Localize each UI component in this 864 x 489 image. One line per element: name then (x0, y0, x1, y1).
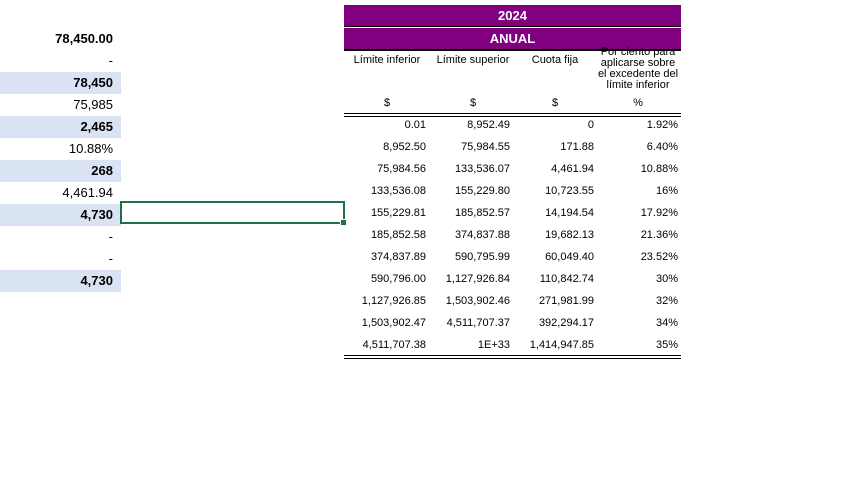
table-row: 1,503,902.47 4,511,707.37 392,294.17 34% (344, 312, 681, 334)
cell-limite-superior[interactable]: 133,536.07 (454, 163, 510, 175)
cell-limite-superior[interactable]: 1,127,926.84 (445, 273, 510, 285)
table-bottom-rule (344, 355, 681, 356)
left-cell[interactable]: 75,985 (73, 97, 113, 112)
left-cell[interactable]: 268 (0, 160, 121, 182)
cell-porcentaje[interactable]: 23.52% (640, 251, 678, 263)
selected-cell[interactable] (120, 201, 347, 226)
cell-porcentaje[interactable]: 32% (655, 295, 678, 307)
cell-porcentaje[interactable]: 35% (655, 339, 678, 351)
table-row: 590,796.00 1,127,926.84 110,842.74 30% (344, 268, 681, 290)
table-row: 1,127,926.85 1,503,902.46 271,981.99 32% (344, 290, 681, 312)
cell-cuota-fija[interactable]: 0 (587, 119, 594, 131)
left-cell[interactable]: - (108, 53, 113, 68)
cell-porcentaje[interactable]: 30% (655, 273, 678, 285)
header-limite-inferior: Límite inferior $ (353, 54, 421, 109)
table-row: 8,952.50 75,984.55 171.88 6.40% (344, 136, 681, 158)
cell-limite-inferior[interactable]: 1,503,902.47 (361, 317, 426, 329)
cell-porcentaje[interactable]: 34% (655, 317, 678, 329)
left-cell[interactable]: 78,450 (0, 72, 121, 94)
table-row: 4,511,707.38 1E+33 1,414,947.85 35% (344, 334, 681, 356)
cell-porcentaje[interactable]: 1.92% (646, 119, 678, 131)
cell-limite-inferior[interactable]: 4,511,707.38 (362, 339, 426, 351)
table-row: 155,229.81 185,852.57 14,194.54 17.92% (344, 202, 681, 224)
cell-limite-inferior[interactable]: 1,127,926.85 (361, 295, 426, 307)
cell-porcentaje[interactable]: 17.92% (640, 207, 678, 219)
table-row: 133,536.08 155,229.80 10,723.55 16% (344, 180, 681, 202)
cell-limite-inferior[interactable]: 374,837.89 (370, 251, 426, 263)
header-porcentaje: Por ciento para aplicarse sobre el exced… (597, 46, 679, 110)
left-cell[interactable]: 4,730 (0, 270, 121, 292)
cell-limite-superior[interactable]: 1,503,902.46 (445, 295, 510, 307)
left-cell[interactable]: 10.88% (68, 141, 113, 156)
cell-porcentaje[interactable]: 6.40% (646, 141, 678, 153)
cell-limite-inferior[interactable]: 185,852.58 (370, 229, 426, 241)
tax-table-body: 0.01 8,952.49 0 1.92% 8,952.50 75,984.55 171.8… (344, 114, 681, 356)
cell-cuota-fija[interactable]: 392,294.17 (538, 317, 594, 329)
cell-porcentaje[interactable]: 21.36% (640, 229, 678, 241)
left-cell[interactable]: 4,730 (0, 204, 121, 226)
cell-limite-superior[interactable]: 1E+33 (477, 339, 510, 351)
cell-cuota-fija[interactable]: 110,842.74 (539, 273, 594, 285)
cell-limite-superior[interactable]: 155,229.80 (454, 185, 510, 197)
period-header: ANUAL (344, 28, 681, 51)
cell-cuota-fija[interactable]: 171.88 (560, 141, 594, 153)
header-limite-superior: Límite superior $ (436, 54, 510, 109)
cell-cuota-fija[interactable]: 10,723.55 (545, 185, 594, 197)
cell-limite-inferior[interactable]: 590,796.00 (370, 273, 426, 285)
cell-cuota-fija[interactable]: 14,194.54 (545, 207, 594, 219)
cell-cuota-fija[interactable]: 4,461.94 (551, 163, 594, 175)
cell-limite-superior[interactable]: 374,837.88 (454, 229, 510, 241)
cell-porcentaje[interactable]: 10.88% (640, 163, 678, 175)
cell-limite-inferior[interactable]: 8,952.50 (383, 141, 426, 153)
cell-limite-inferior[interactable]: 0.01 (404, 119, 426, 131)
year-header: 2024 (344, 5, 681, 27)
cell-cuota-fija[interactable]: 271,981.99 (538, 295, 594, 307)
cell-limite-superior[interactable]: 8,952.49 (467, 119, 510, 131)
cell-cuota-fija[interactable]: 60,049.40 (545, 251, 594, 263)
cell-limite-superior[interactable]: 590,795.99 (454, 251, 510, 263)
cell-limite-superior[interactable]: 75,984.55 (461, 141, 510, 153)
table-row: 374,837.89 590,795.99 60,049.40 23.52% (344, 246, 681, 268)
table-top-rule-double (344, 116, 681, 117)
cell-limite-inferior[interactable]: 75,984.56 (377, 163, 426, 175)
left-cell[interactable]: 2,465 (0, 116, 121, 138)
left-cell[interactable]: 4,461.94 (62, 185, 113, 200)
column-headers: Límite inferior $ Límite superior $ Cuot… (344, 46, 681, 114)
fill-handle[interactable] (340, 219, 347, 226)
table-row: 0.01 8,952.49 0 1.92% (344, 114, 681, 136)
left-cell[interactable]: - (108, 251, 113, 266)
left-cell[interactable]: 78,450.00 (55, 31, 113, 46)
cell-limite-superior[interactable]: 185,852.57 (454, 207, 510, 219)
table-top-rule (344, 113, 681, 114)
cell-porcentaje[interactable]: 16% (655, 185, 678, 197)
cell-cuota-fija[interactable]: 1,414,947.85 (529, 339, 594, 351)
cell-cuota-fija[interactable]: 19,682.13 (545, 229, 594, 241)
cell-limite-superior[interactable]: 4,511,707.37 (446, 317, 510, 329)
table-row: 185,852.58 374,837.88 19,682.13 21.36% (344, 224, 681, 246)
table-bottom-rule-double (344, 358, 681, 359)
table-row: 75,984.56 133,536.07 4,461.94 10.88% (344, 158, 681, 180)
left-cell[interactable]: - (108, 229, 113, 244)
cell-limite-inferior[interactable]: 133,536.08 (370, 185, 426, 197)
cell-limite-inferior[interactable]: 155,229.81 (370, 207, 426, 219)
left-column: 78,450.00 - 78,450 75,985 2,465 10.88% 268 4,46… (0, 28, 121, 292)
header-cuota-fija: Cuota fija $ (531, 54, 579, 109)
